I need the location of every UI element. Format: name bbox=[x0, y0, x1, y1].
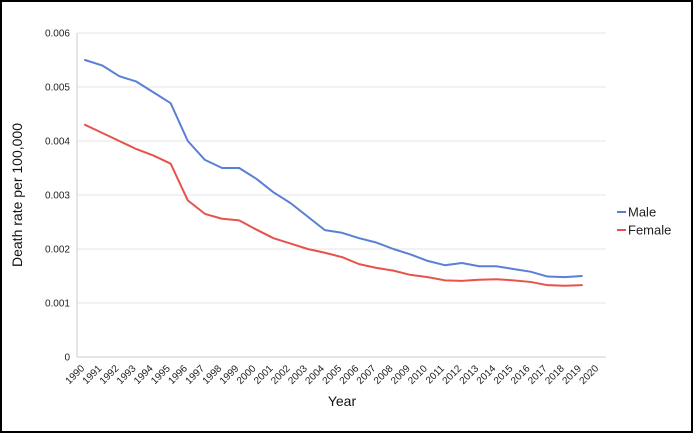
y-tick-label: 0 bbox=[64, 353, 70, 364]
y-tick-label: 0.004 bbox=[45, 137, 70, 148]
x-tick-label: 2020 bbox=[578, 363, 602, 387]
gridlines bbox=[76, 32, 606, 358]
legend-label: Male bbox=[628, 205, 656, 220]
y-tick-label: 0.006 bbox=[45, 29, 70, 40]
series-lines bbox=[84, 59, 583, 287]
y-tick-label: 0.003 bbox=[45, 191, 70, 202]
legend-label: Female bbox=[628, 223, 671, 238]
x-axis-tick-labels: 1990199119921993199419951996199719981999… bbox=[64, 363, 602, 387]
x-axis-title: Year bbox=[328, 393, 357, 409]
y-tick-label: 0.002 bbox=[45, 245, 70, 256]
y-axis-title: Death rate per 100,000 bbox=[9, 123, 25, 267]
legend-item-female: Female bbox=[617, 223, 671, 238]
legend-item-male: Male bbox=[617, 205, 656, 220]
y-axis-tick-labels: 0 0.001 0.002 0.003 0.004 0.005 0.006 bbox=[45, 29, 70, 364]
female-line bbox=[84, 123, 583, 287]
y-tick-label: 0.001 bbox=[45, 299, 70, 310]
male-line bbox=[84, 59, 583, 279]
y-tick-label: 0.005 bbox=[45, 83, 70, 94]
legend: Male Female bbox=[617, 205, 671, 238]
